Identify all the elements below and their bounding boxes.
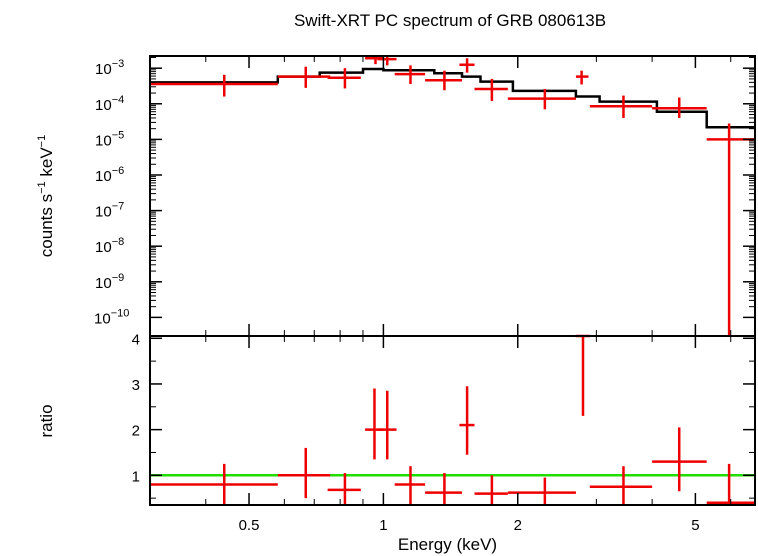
ratio-y-tick-label: 1 — [132, 468, 140, 485]
spectrum-axes: 10−3 10−4 10−5 10−6 10−7 10−8 10−9 10−10 — [94, 56, 755, 336]
data-point — [474, 78, 508, 101]
ratio-y-tick-label: 2 — [132, 423, 140, 440]
y-axis-label-ratio: ratio — [37, 404, 56, 437]
spectrum-panel: 10−3 10−4 10−5 10−6 10−7 10−8 10−9 10−10 counts… — [36, 55, 756, 337]
ratio-point — [459, 386, 475, 455]
y-tick-label: 10−9 — [95, 272, 124, 292]
data-point — [425, 70, 462, 91]
data-point — [459, 58, 475, 73]
ratio-point — [652, 427, 707, 492]
data-point — [327, 68, 361, 89]
y-tick-label: 10−8 — [95, 236, 124, 256]
ratio-panel: 1 2 3 4 0.5 1 2 5 ratio Energy (keV) — [37, 331, 756, 554]
data-point — [652, 97, 707, 118]
ratio-data-series — [150, 334, 755, 505]
y-tick-label: 10−10 — [94, 307, 129, 327]
spectrum-frame — [149, 55, 756, 337]
chart-title: Swift-XRT PC spectrum of GRB 080613B — [294, 11, 606, 30]
x-axis-label: Energy (keV) — [398, 535, 497, 554]
ratio-y-tick-label: 3 — [132, 377, 140, 394]
data-point — [575, 70, 589, 85]
ratio-point — [377, 390, 397, 460]
ratio-point — [394, 466, 426, 505]
data-point — [507, 89, 576, 110]
ratio-point — [474, 475, 508, 505]
model-step-series — [150, 67, 755, 129]
ratio-point — [589, 466, 653, 505]
data-point — [277, 66, 331, 88]
y-tick-label: 10−6 — [95, 165, 124, 185]
ratio-point — [327, 473, 361, 505]
data-point — [150, 74, 278, 97]
data-point — [377, 56, 397, 66]
ratio-point — [706, 463, 755, 505]
ratio-point — [575, 334, 590, 416]
y-tick-label: 10−4 — [95, 94, 124, 114]
model-step-line — [150, 67, 755, 129]
ratio-point — [425, 473, 462, 505]
y-tick-label: 10−7 — [95, 201, 124, 221]
ratio-frame — [149, 335, 756, 506]
ratio-point — [507, 477, 576, 505]
y-tick-label: 10−3 — [95, 58, 124, 78]
data-crosses-series — [150, 56, 755, 336]
x-tick-label: 0.5 — [239, 517, 260, 534]
data-point — [589, 95, 653, 118]
ratio-y-tick-label: 4 — [132, 331, 140, 348]
data-point — [706, 123, 755, 336]
y-axis-label-counts: counts s−1 keV−1 — [36, 135, 56, 257]
x-tick-label: 2 — [514, 517, 522, 534]
x-tick-label: 1 — [379, 517, 387, 534]
data-point — [394, 65, 426, 84]
ratio-point — [150, 463, 278, 505]
ratio-point — [277, 447, 331, 499]
y-tick-label: 10−5 — [95, 129, 124, 149]
ratio-point — [365, 388, 384, 460]
x-tick-label: 5 — [691, 517, 699, 534]
